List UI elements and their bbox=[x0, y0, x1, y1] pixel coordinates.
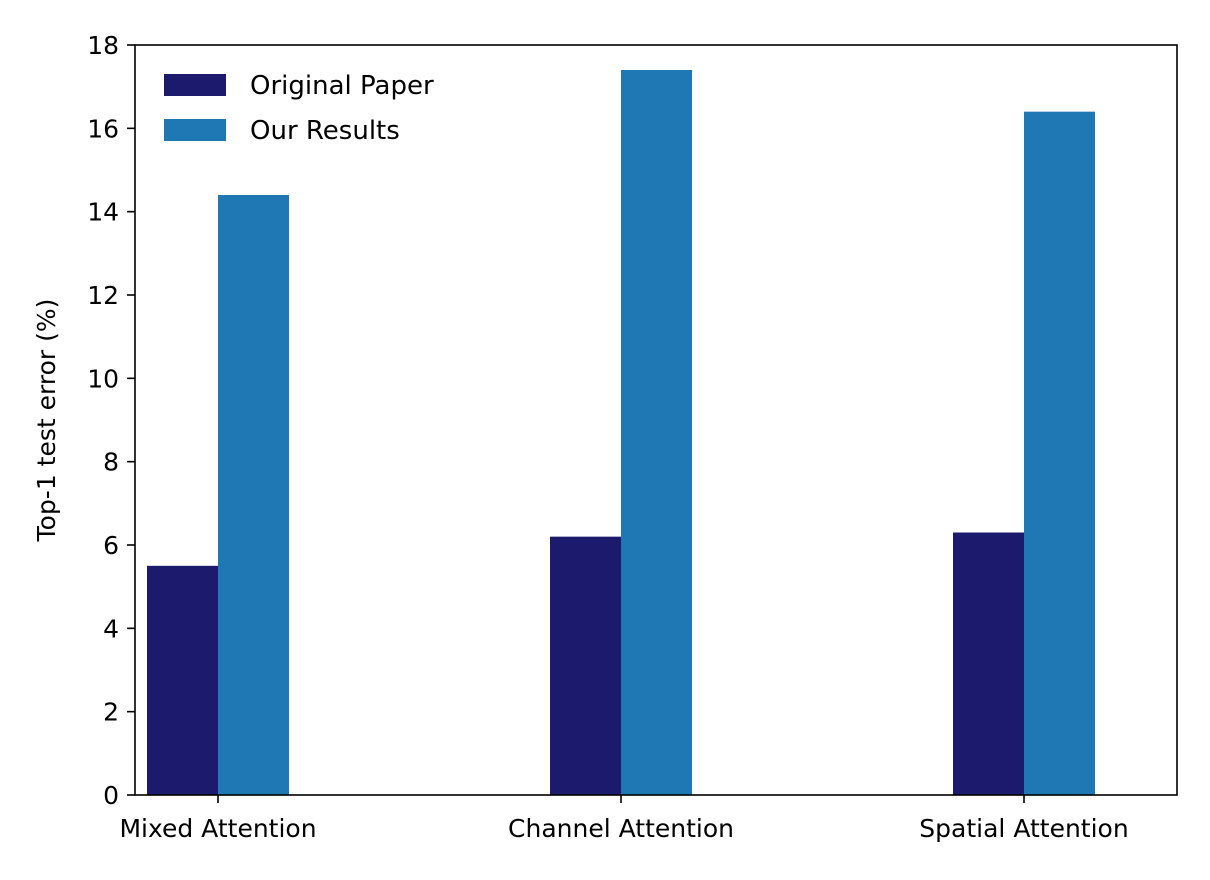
y-tick-label: 8 bbox=[103, 448, 119, 477]
y-tick-label: 4 bbox=[103, 614, 119, 643]
legend: Original Paper Our Results bbox=[164, 71, 434, 146]
y-tick-label: 14 bbox=[87, 198, 119, 227]
legend-label: Our Results bbox=[250, 116, 400, 146]
y-tick-label: 6 bbox=[103, 531, 119, 560]
y-tick-label: 16 bbox=[87, 114, 119, 143]
bar-our-results-1 bbox=[621, 70, 692, 795]
y-tick-label: 2 bbox=[103, 698, 119, 727]
x-tick-label: Channel Attention bbox=[508, 814, 734, 843]
bars-layer bbox=[147, 70, 1095, 795]
y-tick-label: 10 bbox=[87, 364, 119, 393]
legend-swatch bbox=[164, 74, 226, 96]
bar-our-results-0 bbox=[218, 195, 289, 795]
plot-frame bbox=[134, 44, 1178, 796]
x-tick-label: Spatial Attention bbox=[919, 814, 1128, 843]
y-tick-label: 12 bbox=[87, 281, 119, 310]
bar-our-results-2 bbox=[1024, 111, 1095, 795]
x-tick-label: Mixed Attention bbox=[119, 814, 316, 843]
legend-swatch bbox=[164, 119, 226, 141]
axes-layer: 0 2 4 6 8 10 12 14 16 18 Mixed Attention Channel At… bbox=[87, 31, 1178, 843]
y-axis-title: Top-1 test error (%) bbox=[32, 299, 61, 543]
legend-label: Original Paper bbox=[250, 71, 434, 101]
bar-original-paper-2 bbox=[953, 532, 1024, 795]
y-tick-label: 18 bbox=[87, 31, 119, 60]
bar-original-paper-0 bbox=[147, 565, 218, 795]
y-tick-label: 0 bbox=[103, 781, 119, 810]
bar-original-paper-1 bbox=[550, 536, 621, 795]
